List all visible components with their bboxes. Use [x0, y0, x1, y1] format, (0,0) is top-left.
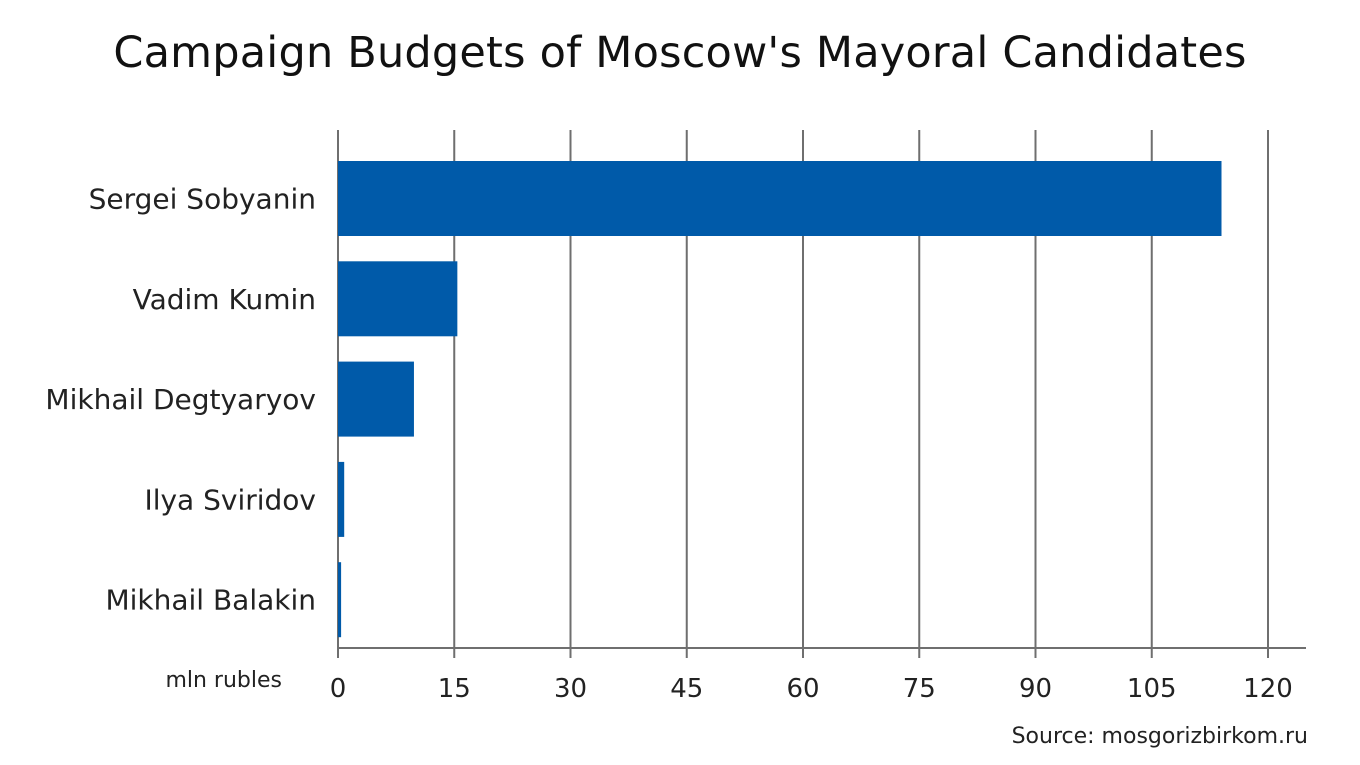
category-label: Vadim Kumin: [133, 283, 316, 316]
bar: [338, 361, 414, 437]
x-tick-label: 0: [330, 674, 347, 704]
bars: [338, 161, 1222, 638]
x-tick-label: 30: [554, 674, 587, 704]
category-label: Mikhail Degtyaryov: [45, 383, 316, 416]
x-tick-label: 90: [1019, 674, 1052, 704]
x-tick-label: 60: [786, 674, 819, 704]
x-axis-unit-label: mln rubles: [165, 668, 282, 693]
bar: [338, 562, 342, 638]
category-label: Sergei Sobyanin: [89, 183, 316, 216]
x-tick-label: 45: [670, 674, 703, 704]
x-tick-label: 75: [903, 674, 936, 704]
category-label: Ilya Sviridov: [144, 483, 316, 516]
x-tick-label: 15: [438, 674, 471, 704]
chart-title: Campaign Budgets of Moscow's Mayoral Can…: [113, 28, 1247, 78]
tick-labels: 0 15 30 45 60 75 90 105 120: [330, 674, 1293, 704]
bar: [338, 461, 345, 537]
x-tick-label: 120: [1243, 674, 1293, 704]
x-tick-label: 105: [1127, 674, 1177, 704]
bar: [338, 261, 458, 337]
category-labels: Sergei Sobyanin Vadim Kumin Mikhail Degtya…: [45, 183, 316, 617]
category-label: Mikhail Balakin: [105, 584, 316, 617]
bar: [338, 161, 1222, 236]
source-note: Source: mosgorizbirkom.ru: [1011, 724, 1308, 749]
